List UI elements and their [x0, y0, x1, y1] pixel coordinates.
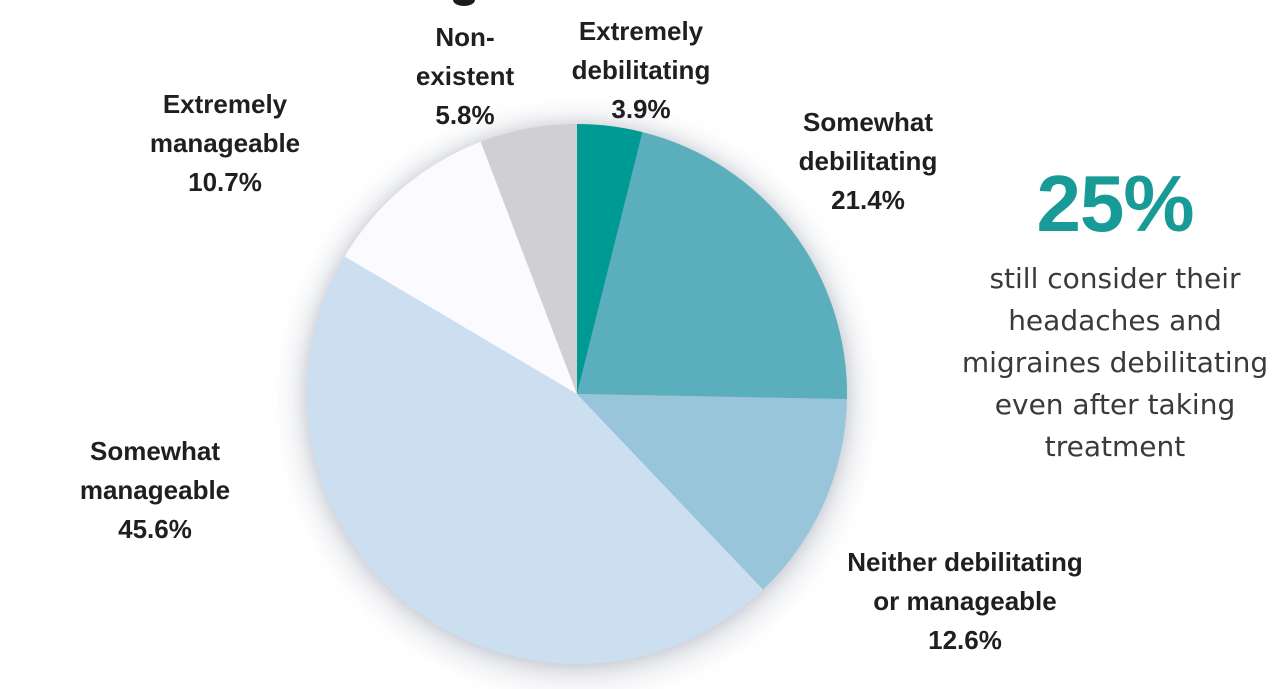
label-somewhat-manageable: Somewhat manageable 45.6% [80, 432, 230, 549]
label-line: debilitating [571, 55, 711, 85]
label-line: or manageable [873, 586, 1057, 616]
label-line: Extremely [162, 89, 288, 119]
label-pct: 45.6% [118, 514, 192, 544]
label-line: manageable [149, 128, 301, 158]
pie-slice-somewhat-debilitating [577, 132, 847, 400]
cropped-title-fragment [453, 0, 475, 6]
pie-slice-neither-debilitating-or-manageable [577, 394, 847, 590]
label-non-existent: Non- existent 5.8% [416, 18, 514, 135]
callout: 25% still consider their headaches and m… [950, 158, 1280, 468]
label-line: Neither debilitating [847, 547, 1083, 577]
callout-text-line: still consider their [989, 262, 1241, 295]
label-pct: 5.8% [435, 100, 495, 130]
label-line: debilitating [798, 146, 938, 176]
label-pct: 3.9% [611, 94, 671, 124]
label-extremely-debilitating: Extremely debilitating 3.9% [572, 12, 711, 129]
label-pct: 12.6% [928, 625, 1002, 655]
label-line: Non- [435, 22, 495, 52]
callout-text-line: treatment [1044, 430, 1186, 463]
label-line: manageable [79, 475, 231, 505]
callout-text: still consider their headaches and migra… [950, 258, 1280, 468]
callout-text-line: even after taking [994, 388, 1236, 421]
callout-stat: 25% [1036, 159, 1194, 248]
label-neither-debilitating-or-manageable: Neither debilitating or manageable 12.6% [847, 543, 1082, 660]
pie-slice-extremely-manageable [344, 141, 577, 394]
pie-slice-non-existent [480, 124, 577, 394]
callout-text-line: headaches and [1008, 304, 1222, 337]
label-somewhat-debilitating: Somewhat debilitating 21.4% [799, 103, 938, 220]
label-line: existent [415, 61, 515, 91]
label-line: Extremely [578, 16, 704, 46]
pie-slice-somewhat-manageable [306, 256, 764, 665]
callout-text-line: migraines debilitating [961, 346, 1269, 379]
label-line: Somewhat [89, 436, 221, 466]
label-pct: 21.4% [831, 185, 905, 215]
pie-slice-extremely-debilitating [577, 124, 643, 394]
label-line: Somewhat [802, 107, 934, 137]
label-extremely-manageable: Extremely manageable 10.7% [150, 85, 300, 202]
label-pct: 10.7% [188, 167, 262, 197]
